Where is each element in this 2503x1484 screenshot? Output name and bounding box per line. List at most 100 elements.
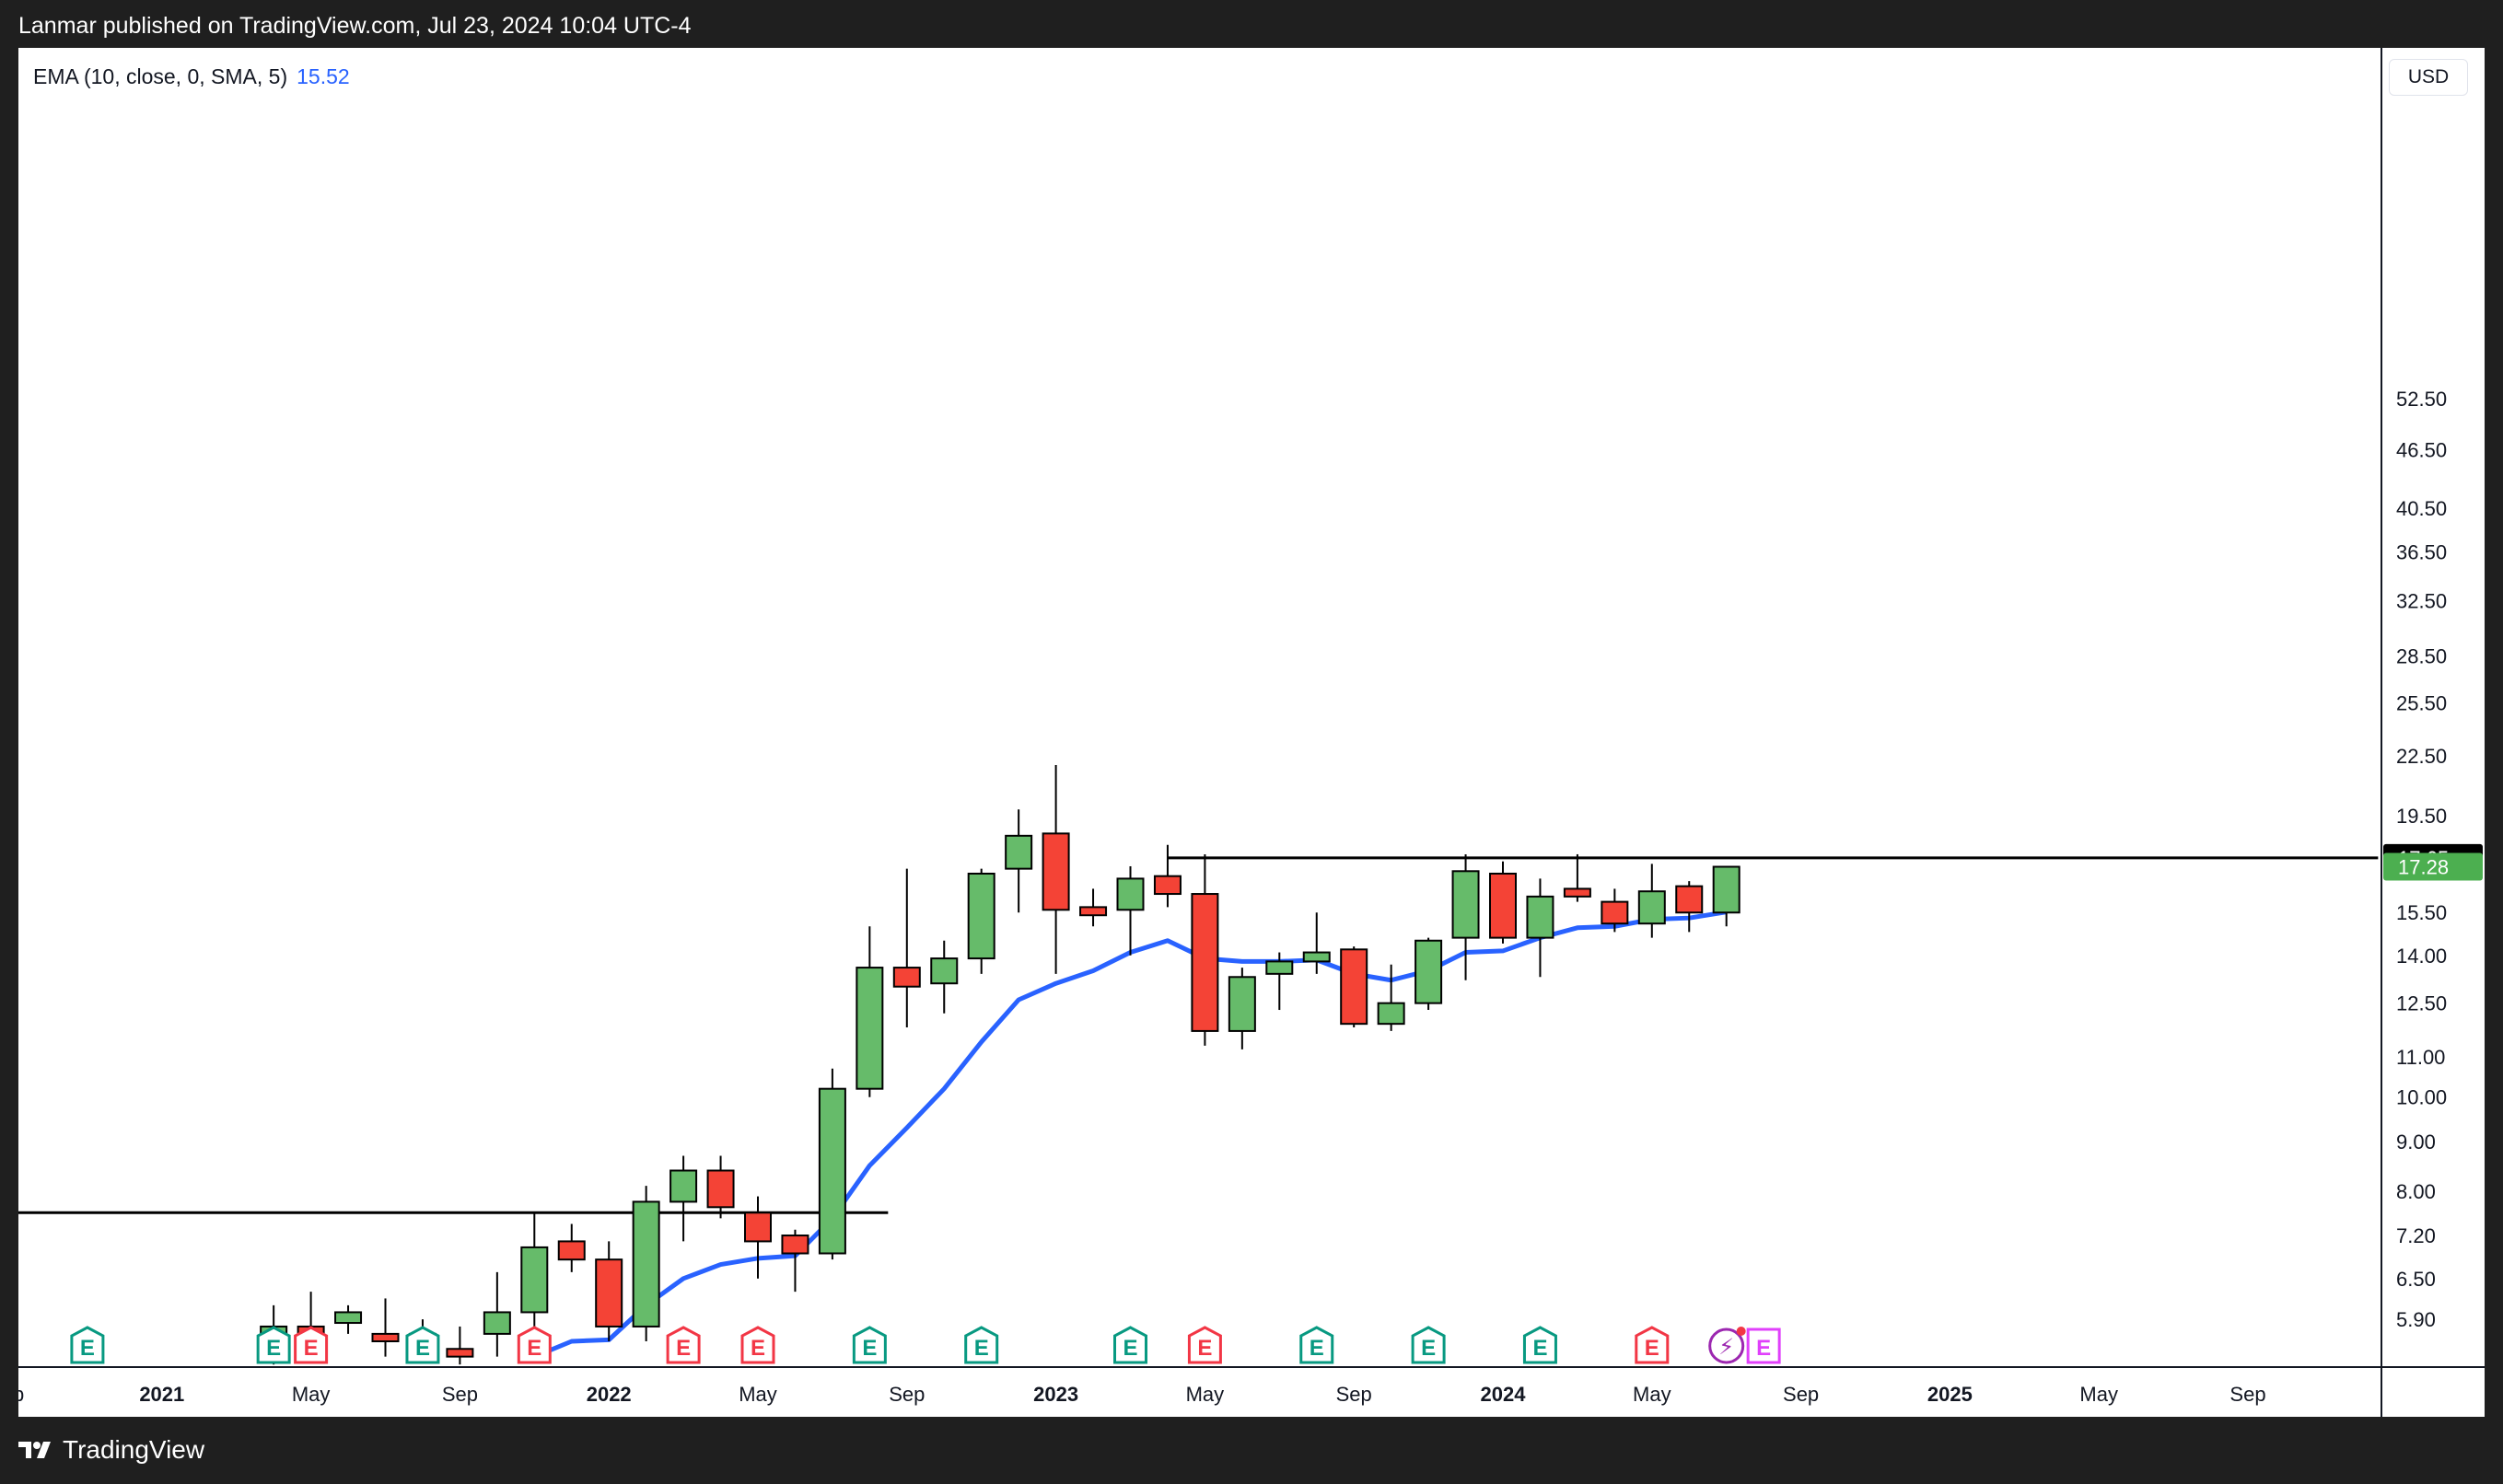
time-tick-label: 2021 [139, 1383, 184, 1406]
candle [520, 1212, 549, 1327]
candle-body-down [1340, 948, 1368, 1026]
price-tick-label: 11.00 [2396, 1046, 2445, 1069]
chart-area[interactable]: E E E E E E E E E E E E E E E ⚡ E 52.50 46.50 40.50 36.50 32.… [18, 48, 2485, 1417]
earnings-marker[interactable]: E [1411, 1326, 1446, 1364]
candle-body-down [1601, 900, 1629, 925]
earnings-marker-shape [517, 1326, 552, 1364]
earnings-marker-shape [256, 1326, 291, 1364]
candle [1712, 865, 1740, 927]
candle-body-up [1228, 976, 1256, 1032]
earnings-marker[interactable]: E [294, 1326, 329, 1364]
time-tick-label: Sep [1783, 1383, 1819, 1406]
candle-body-down [706, 1169, 735, 1209]
candle [1675, 881, 1704, 933]
candle [781, 1229, 809, 1293]
earnings-marker[interactable]: E [852, 1326, 887, 1364]
plot-content: E E E E E E E E E E E E E E E ⚡ E [18, 765, 2379, 1365]
earnings-marker-shape [1299, 1326, 1334, 1364]
earnings-marker[interactable]: E [405, 1326, 440, 1364]
time-tick-label: ep [18, 1383, 24, 1406]
candle-body-up [967, 872, 995, 960]
earnings-marker-label: E [80, 1336, 95, 1361]
time-tick-label: Sep [2229, 1383, 2265, 1406]
candle-body-down [595, 1258, 623, 1327]
candle [1228, 968, 1256, 1049]
tradingview-logo[interactable]: TradingView [18, 1435, 204, 1465]
price-tick-label: 5.90 [2396, 1308, 2436, 1331]
time-tick-label: Sep [1336, 1383, 1372, 1406]
earnings-marker[interactable]: E [1113, 1326, 1147, 1364]
candle-body-down [1079, 906, 1108, 917]
earnings-marker[interactable]: E [1522, 1326, 1557, 1364]
earnings-marker-shape [1635, 1326, 1670, 1364]
price-tick-label: 52.50 [2396, 388, 2447, 411]
time-tick-label: Sep [442, 1383, 478, 1406]
earnings-marker[interactable]: E [1635, 1326, 1670, 1364]
candle [595, 1241, 623, 1341]
candle-body-up [334, 1311, 363, 1325]
earnings-marker[interactable]: E [517, 1326, 552, 1364]
candle-body-up [669, 1169, 698, 1203]
price-tick-label: 19.50 [2396, 805, 2447, 828]
earnings-marker-shape [405, 1326, 440, 1364]
time-tick-label: May [1186, 1383, 1225, 1406]
price-tick-label: 22.50 [2396, 745, 2447, 768]
earnings-marker[interactable]: E [666, 1326, 701, 1364]
time-tick-label: May [739, 1383, 777, 1406]
earnings-marker-shape [294, 1326, 329, 1364]
publish-caption: Lanmar published on TradingView.com, Jul… [18, 13, 692, 39]
candle-body-down [1489, 872, 1517, 939]
earnings-marker-label: E [304, 1336, 319, 1361]
candle [334, 1304, 363, 1334]
time-tick-label: May [2079, 1383, 2118, 1406]
earnings-marker-shape [1187, 1326, 1222, 1364]
price-tick-label: 40.50 [2396, 497, 2447, 520]
earnings-marker[interactable]: E [1746, 1327, 1781, 1364]
candle [1116, 865, 1145, 956]
earnings-marker-shape [1746, 1327, 1781, 1364]
earnings-marker[interactable]: E [70, 1326, 105, 1364]
candle-body-up [1377, 1002, 1405, 1026]
earnings-marker[interactable]: E [964, 1326, 999, 1364]
price-tick-label: 6.50 [2396, 1268, 2436, 1291]
earnings-marker[interactable]: E [256, 1326, 291, 1364]
candle [1377, 964, 1405, 1031]
candle-body-up [1265, 960, 1294, 975]
price-tick-label: 10.00 [2396, 1086, 2447, 1109]
candle [744, 1196, 772, 1279]
candle [967, 868, 995, 974]
currency-button[interactable]: USD [2389, 59, 2468, 96]
earnings-marker-label: E [862, 1336, 877, 1361]
candle [557, 1223, 586, 1272]
candle-body-up [483, 1311, 511, 1335]
earnings-marker-label: E [266, 1336, 281, 1361]
candle [1414, 937, 1443, 1011]
candle-body-up [520, 1246, 549, 1314]
price-tick-label: 25.50 [2396, 691, 2447, 714]
earnings-marker-label: E [1645, 1336, 1659, 1361]
earnings-marker[interactable]: E [1299, 1326, 1334, 1364]
lightning-event-marker[interactable]: ⚡ [1708, 1327, 1746, 1364]
earnings-marker[interactable]: E [740, 1326, 775, 1364]
candle-body-down [744, 1212, 772, 1243]
time-tick-label: 2025 [1927, 1383, 1973, 1406]
price-tick-label: 8.00 [2396, 1180, 2436, 1203]
time-tick-label: May [1633, 1383, 1671, 1406]
candlestick-chart[interactable]: E E E E E E E E E E E E E E E ⚡ E52.5046.5040.5036.5032.… [18, 48, 2485, 1417]
time-tick-label: May [292, 1383, 331, 1406]
earnings-marker[interactable]: E [1187, 1326, 1222, 1364]
earnings-marker-label: E [676, 1336, 691, 1361]
footer: TradingView [0, 1417, 2503, 1484]
indicator-legend-label: EMA (10, close, 0, SMA, 5) [33, 64, 288, 88]
indicator-legend[interactable]: EMA (10, close, 0, SMA, 5) 15.52 [33, 64, 350, 89]
time-tick-label: 2023 [1033, 1383, 1078, 1406]
candle-body-up [856, 967, 884, 1090]
candle [1079, 888, 1108, 927]
earnings-marker-label: E [1310, 1336, 1324, 1361]
candle [1637, 864, 1666, 938]
candle-body-up [1526, 895, 1554, 939]
candle-body-down [1675, 885, 1704, 914]
candle-body-down [892, 967, 921, 988]
candle [1265, 952, 1294, 1011]
price-tick-label: 7.20 [2396, 1224, 2436, 1247]
